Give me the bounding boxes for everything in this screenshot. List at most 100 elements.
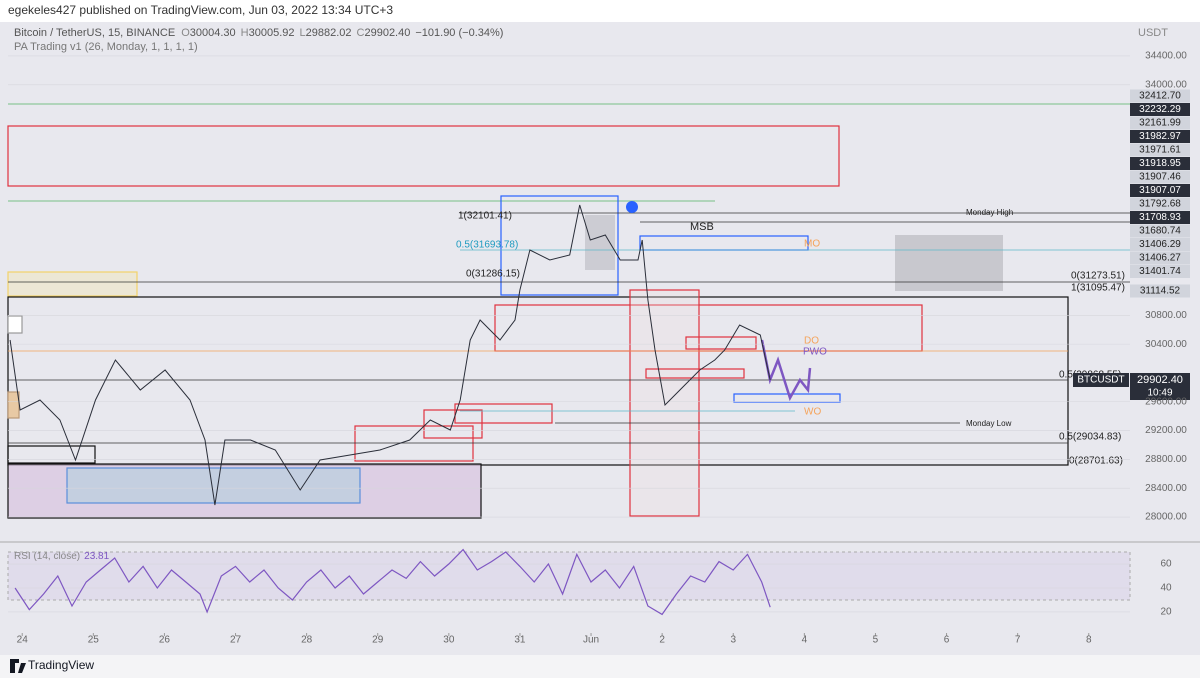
x-tick-label: 31	[514, 635, 526, 646]
symbol: Bitcoin / TetherUS, 15, BINANCE	[14, 27, 175, 39]
indicator: PA Trading v1 (26, Monday, 1, 1, 1, 1)	[14, 41, 198, 53]
zone	[354, 425, 474, 462]
ohlc-label: O	[181, 27, 190, 39]
price-label: 31971.61	[1139, 145, 1181, 156]
annotation: PWO	[803, 347, 827, 358]
y-tick-label: 40	[1160, 583, 1172, 594]
publisher: egekeles427 published on TradingView.com…	[8, 3, 393, 17]
annotation: 1(32101.41)	[458, 211, 512, 222]
rsi-line	[14, 548, 771, 616]
y-tick-label: 30800.00	[1145, 310, 1187, 321]
x-tick-label: 26	[159, 635, 171, 646]
x-tick-label: 29	[372, 635, 384, 646]
y-tick-label: 28000.00	[1145, 512, 1187, 523]
x-tick-label: 24	[17, 635, 29, 646]
ohlc-value: 29882.02	[306, 27, 352, 39]
price-label-box	[1130, 170, 1190, 184]
countdown: 10:49	[1147, 388, 1172, 399]
rsi-last: 23.81	[84, 551, 109, 562]
x-tick-label: Jun	[583, 635, 599, 646]
annotation: 0(31286.15)	[466, 269, 520, 280]
price-label: 32412.70	[1139, 91, 1181, 102]
y-tick-label: 30400.00	[1145, 339, 1187, 350]
x-tick-label: 30	[443, 635, 455, 646]
ohlc-value: 30005.92	[249, 27, 295, 39]
annotation: 0.5(29034.83)	[1059, 432, 1121, 443]
x-tick-label: 7	[1015, 635, 1021, 646]
rsi-label: RSI (14, close)	[14, 551, 80, 562]
price-label-box	[1130, 211, 1190, 224]
x-tick-label: 3	[730, 635, 736, 646]
price-label: 32232.29	[1139, 104, 1181, 115]
price-label-box	[1130, 130, 1190, 143]
y-tick-label: 34400.00	[1145, 51, 1187, 62]
zone	[454, 403, 553, 424]
x-tick-label: 4	[802, 635, 808, 646]
annotation: DO	[804, 336, 819, 347]
price-label: 31406.29	[1139, 239, 1181, 250]
logo	[10, 659, 26, 673]
zone	[7, 315, 23, 334]
x-tick-label: 27	[230, 635, 242, 646]
zone	[7, 296, 1069, 466]
y-tick-label: 20	[1160, 607, 1172, 618]
price-label-box	[1130, 89, 1190, 103]
zone	[685, 336, 757, 350]
annotation: 0(31273.51)	[1071, 271, 1125, 282]
price-badge	[1130, 373, 1190, 400]
x-tick-label: 8	[1086, 635, 1092, 646]
zone	[7, 125, 840, 187]
price-label-box	[1130, 184, 1190, 197]
zone	[423, 409, 483, 439]
annotation: 0.5(31693.78)	[456, 240, 518, 251]
ohlc-value: 29902.40	[364, 27, 410, 39]
price-label-box	[1130, 143, 1190, 157]
price-label: 31708.93	[1139, 212, 1181, 223]
y-tick-label: 60	[1160, 559, 1172, 570]
last-price: 29902.40	[1137, 374, 1183, 386]
ohlc-label: L	[300, 27, 306, 39]
zone	[585, 215, 615, 270]
ticker-badge	[1073, 373, 1129, 387]
x-tick-label: 25	[88, 635, 100, 646]
price-label-box	[1130, 116, 1190, 130]
ohlc-label: H	[241, 27, 249, 39]
ohlc-row: Bitcoin / TetherUS, 15, BINANCE O30004.30…	[14, 27, 503, 39]
price-label: 31792.68	[1139, 199, 1181, 210]
annotation: Monday Low	[966, 419, 1012, 428]
price-label-box	[1130, 103, 1190, 116]
annotation: MO	[804, 239, 820, 250]
ohlc-value: 30004.30	[190, 27, 236, 39]
price-label-box	[1130, 197, 1190, 211]
price-label: 31680.74	[1139, 226, 1181, 237]
price-line	[9, 204, 771, 506]
y-tick-label: 29200.00	[1145, 425, 1187, 436]
price-label-box	[1130, 238, 1190, 251]
price-label: 31918.95	[1139, 158, 1181, 169]
currency: USDT	[1138, 27, 1168, 39]
zone	[7, 271, 138, 297]
x-tick-label: 2	[659, 635, 665, 646]
y-tick-label: 28400.00	[1145, 483, 1187, 494]
annotation: 0(28701.63)	[1069, 456, 1123, 467]
ohlc-label: C	[357, 27, 365, 39]
marker	[626, 201, 638, 213]
price-label: 31406.27	[1139, 253, 1181, 264]
zone	[7, 445, 96, 464]
footer-brand: TradingView	[28, 658, 94, 672]
price-label: 31907.07	[1139, 185, 1181, 196]
annotation: 1(31095.47)	[1071, 283, 1125, 294]
x-tick-label: 5	[873, 635, 879, 646]
zone	[645, 368, 745, 379]
zone	[500, 195, 619, 296]
annotation: Monday High	[966, 208, 1013, 217]
price-label-box	[1130, 157, 1190, 170]
price-label: 31114.52	[1140, 286, 1181, 297]
price-label: 32161.99	[1139, 118, 1181, 129]
ticker: BTCUSDT	[1077, 375, 1124, 386]
y-tick-label: 29600.00	[1145, 396, 1187, 407]
zone	[7, 391, 20, 419]
price-label-box	[1130, 265, 1190, 278]
